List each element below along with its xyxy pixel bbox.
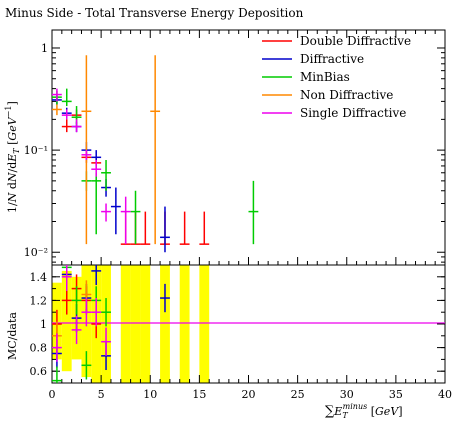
- y-ratio-tick-label: 1.4: [30, 271, 48, 284]
- legend-label: MinBias: [300, 70, 350, 84]
- legend-label: Double Diffractive: [300, 34, 411, 48]
- chart-title: Minus Side - Total Transverse Energy Dep…: [5, 6, 304, 20]
- x-tick-label: 15: [192, 388, 206, 401]
- x-tick-label: 40: [438, 388, 452, 401]
- y-axis-label-top: 1/N dN/dET [GeV−1]: [4, 101, 21, 213]
- x-tick-label: 30: [340, 388, 354, 401]
- y-ratio-tick-label: 0.8: [30, 342, 48, 355]
- legend-label: Diffractive: [300, 52, 364, 66]
- x-axis-label: ∑ETminus [GeV]: [325, 402, 403, 420]
- band-segment: [140, 265, 151, 383]
- uncertainty-band: [52, 265, 210, 383]
- y-ratio-tick-label: 0.6: [30, 365, 48, 378]
- y-tick-label: 1: [41, 42, 48, 55]
- legend-label: Single Diffractive: [300, 106, 406, 120]
- x-tick-label: 25: [291, 388, 305, 401]
- band-segment: [120, 265, 131, 383]
- x-tick-label: 5: [98, 388, 105, 401]
- top-panel-frame: [51, 29, 446, 266]
- bottom-series: [52, 265, 170, 383]
- x-tick-label: 20: [242, 388, 256, 401]
- y-ratio-tick-label: 1.2: [30, 294, 48, 307]
- y-tick-label: 10⁻²: [24, 246, 48, 259]
- x-tick-label: 10: [143, 388, 157, 401]
- band-segment: [160, 265, 170, 383]
- y-axis-label-bottom: MC/data: [6, 312, 19, 360]
- x-tick-label: 0: [49, 388, 56, 401]
- y-tick-label: 10⁻¹: [24, 144, 48, 157]
- legend-label: Non Diffractive: [300, 88, 393, 102]
- band-segment: [61, 270, 72, 372]
- top-y-ticks: 10⁻² 10⁻¹ 1: [24, 30, 446, 265]
- band-segment: [179, 265, 190, 383]
- top-series: [52, 55, 259, 253]
- bottom-ticks: 0.6 0.8 1 1.2 1.4 0 5 10 15 20 25 30 35 40: [30, 271, 453, 401]
- legend: Double Diffractive Diffractive MinBias Non …: [262, 34, 411, 120]
- band-segment: [130, 265, 141, 383]
- band-segment: [199, 265, 210, 383]
- x-tick-label: 35: [389, 388, 403, 401]
- y-ratio-tick-label: 1: [40, 318, 47, 331]
